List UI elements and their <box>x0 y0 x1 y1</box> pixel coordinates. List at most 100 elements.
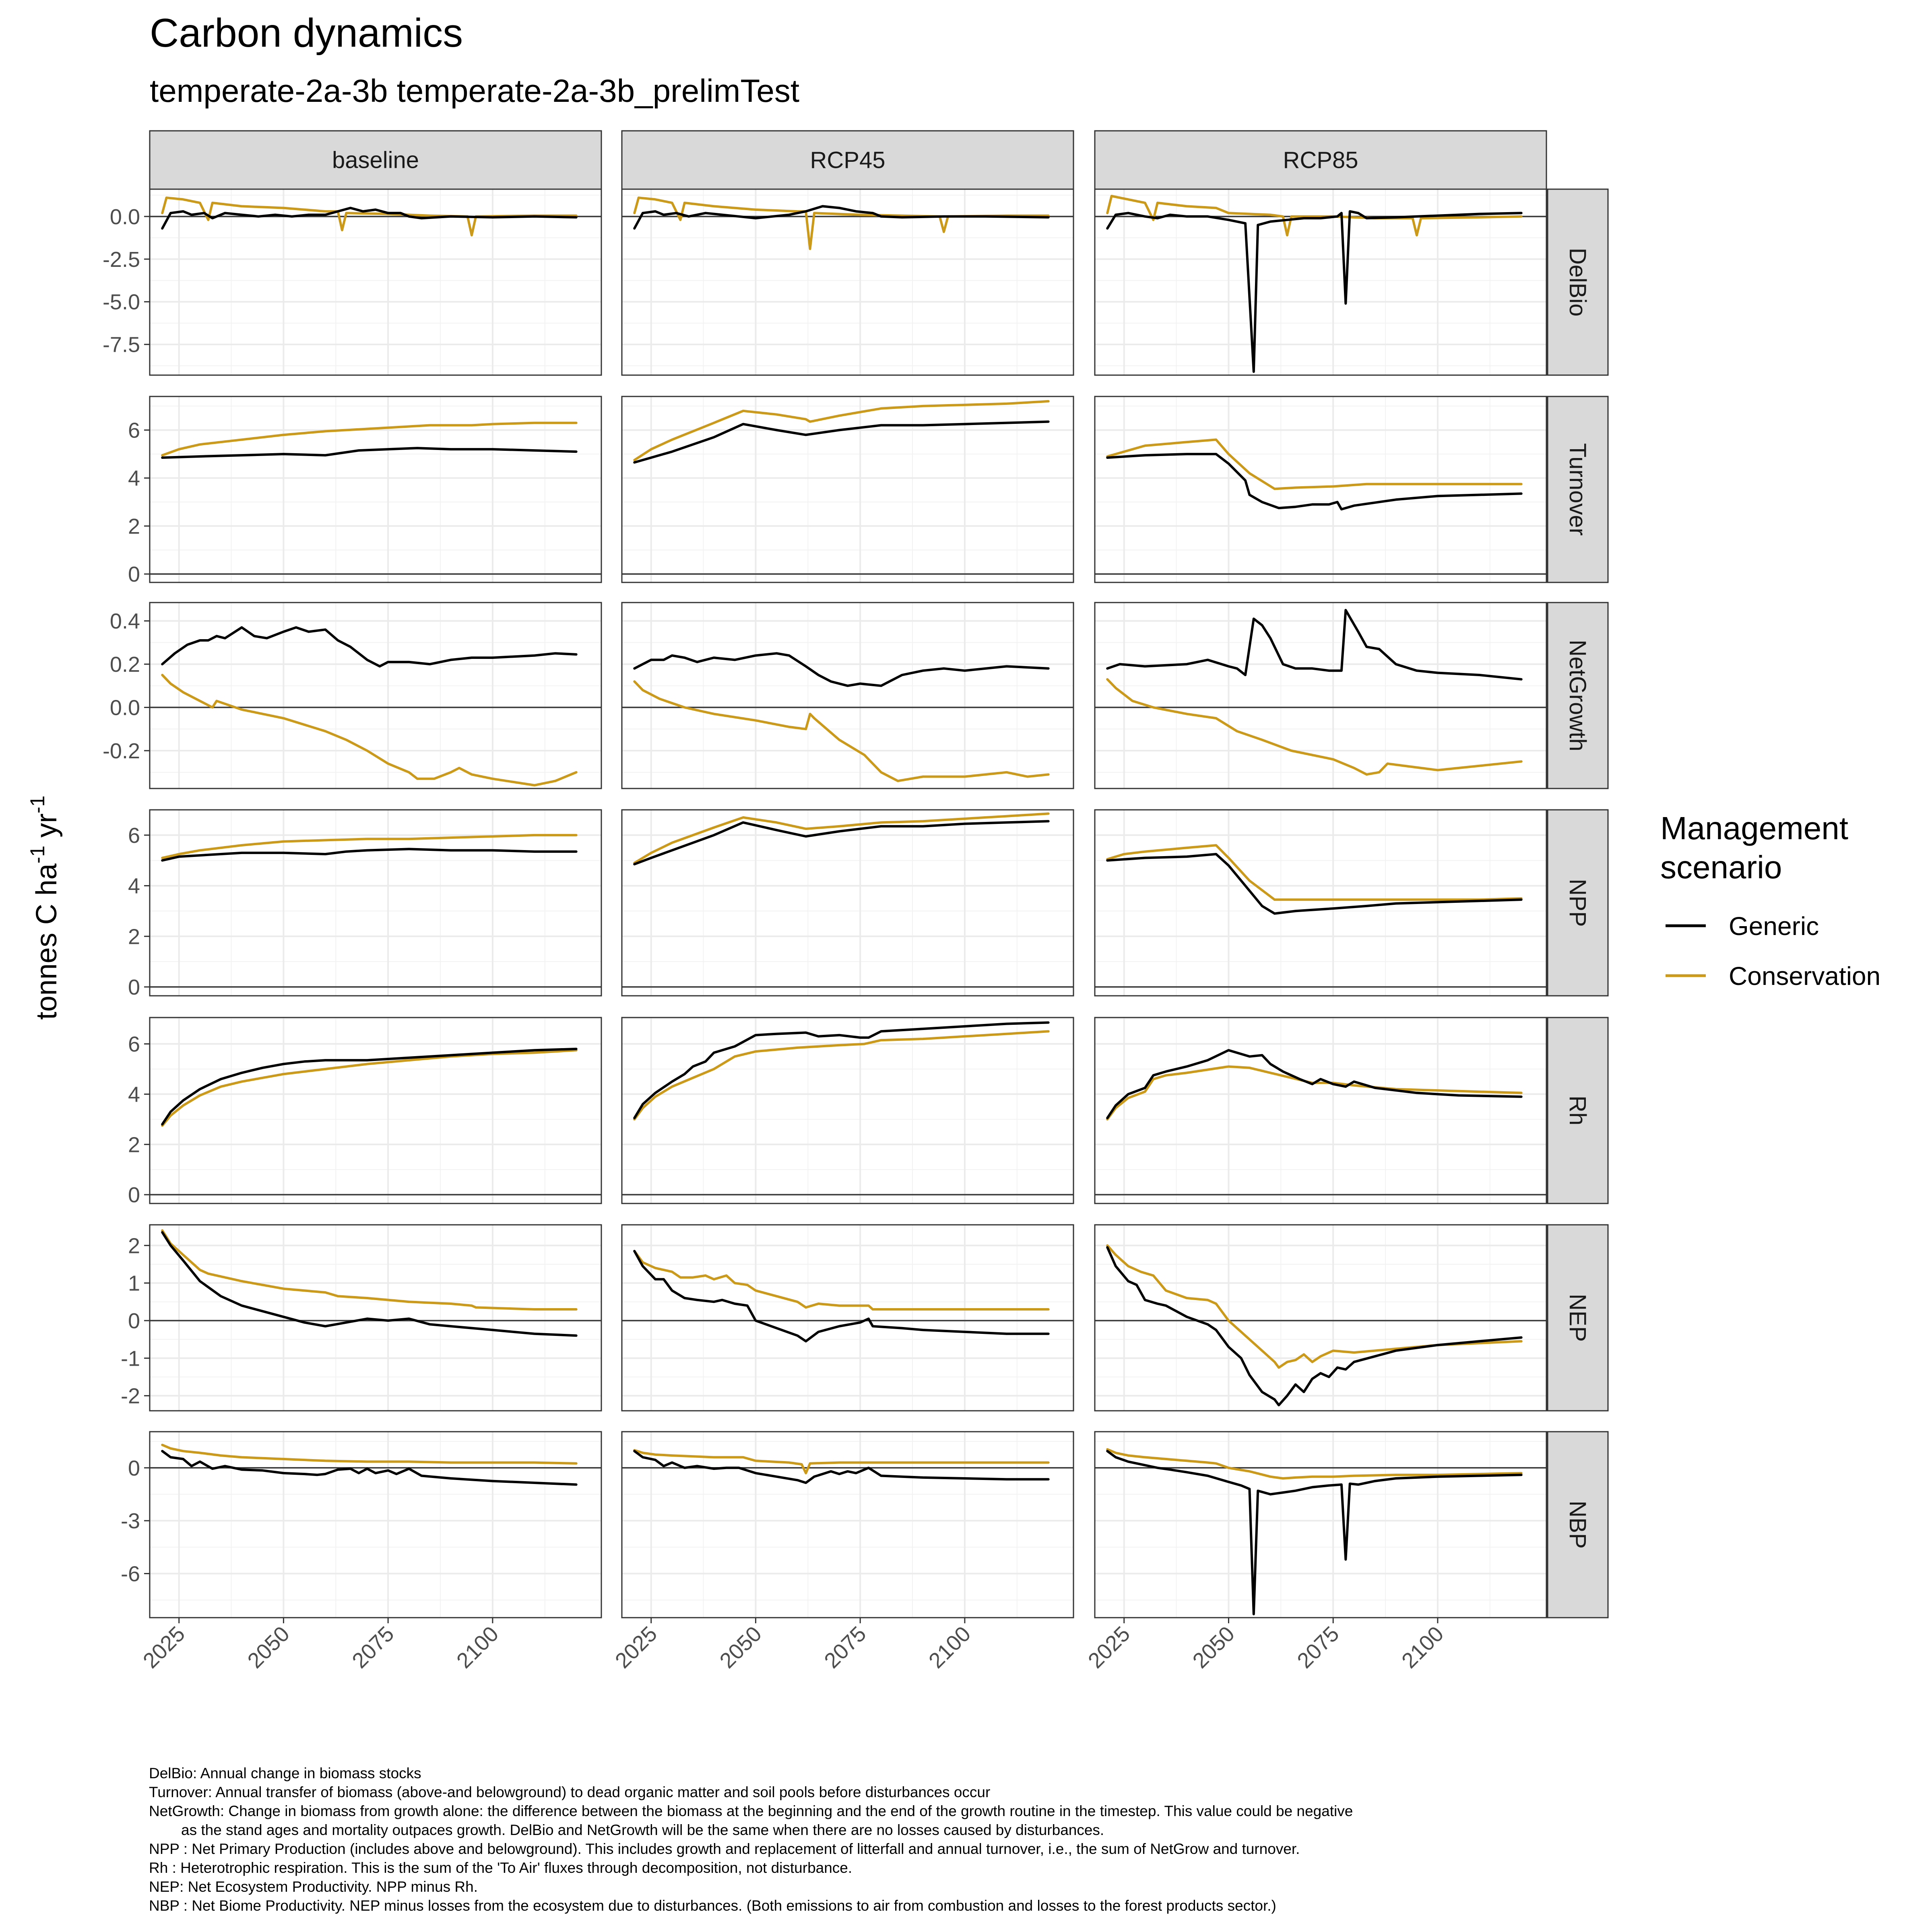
y-tick-label: 2 <box>128 1234 140 1258</box>
caption-nbp: NBP : Net Biome Productivity. NEP minus … <box>149 1897 1276 1914</box>
y-tick-label: -2.5 <box>103 248 140 272</box>
y-tick-label: 2 <box>128 1133 140 1157</box>
facet-strip-rcp45 <box>621 130 1074 190</box>
series-line-conservation <box>1106 844 1523 901</box>
y-tick-label: 0.2 <box>110 652 140 677</box>
panel-background <box>1095 1225 1546 1411</box>
series-line-generic <box>1106 1246 1523 1406</box>
series-line-conservation <box>161 834 578 859</box>
panel-rh-rcp85 <box>1094 1017 1547 1204</box>
panel-border <box>1094 1017 1547 1204</box>
panel-border <box>1094 602 1547 789</box>
y-tick-label: 0.0 <box>110 696 140 720</box>
y-tick-label: 4 <box>128 874 140 898</box>
chart-subtitle: temperate-2a-3b temperate-2a-3b_prelimTe… <box>150 73 799 109</box>
panel-background <box>1095 1432 1546 1618</box>
y-tick-label: 0.4 <box>110 609 140 634</box>
panel-border <box>149 602 602 789</box>
y-tick-label: -5.0 <box>103 290 140 314</box>
row-strip-nep <box>1547 1224 1609 1412</box>
row-label-nbp: NBP <box>1565 1501 1591 1548</box>
series-line-generic <box>1106 853 1523 915</box>
facet-label-rcp85: RCP85 <box>1283 147 1358 173</box>
y-tick-label: 0 <box>128 1183 140 1207</box>
row-label-npp: NPP <box>1565 879 1591 927</box>
caption-npp: NPP : Net Primary Production (includes a… <box>149 1841 1300 1857</box>
row-strip-turnover <box>1547 396 1609 583</box>
y-tick-label: 0.0 <box>110 205 140 229</box>
panel-background <box>1095 396 1546 582</box>
y-tick-label: 6 <box>128 418 140 442</box>
panel-npp-baseline <box>149 809 602 997</box>
y-tick-label: 0 <box>128 1309 140 1333</box>
panel-border <box>1094 809 1547 997</box>
panel-nbp-baseline <box>149 1431 602 1618</box>
y-tick-label: -3 <box>121 1509 140 1533</box>
panel-background <box>622 810 1073 996</box>
panel-netgrowth-rcp85 <box>1094 602 1547 789</box>
panel-border <box>149 1224 602 1412</box>
y-tick-label: 2 <box>128 514 140 539</box>
row-strip-nbp <box>1547 1431 1609 1618</box>
series-line-conservation <box>1106 195 1523 237</box>
facet-label-baseline: baseline <box>332 147 419 173</box>
panel-nep-rcp85 <box>1094 1224 1547 1412</box>
series-line-conservation <box>1106 1448 1523 1480</box>
series-line-conservation <box>161 674 578 786</box>
panel-border <box>149 188 602 376</box>
caption-nep: NEP: Net Ecosystem Productivity. NPP min… <box>149 1878 478 1895</box>
panel-border <box>621 602 1074 789</box>
y-tick-label: 1 <box>128 1271 140 1296</box>
series-line-conservation <box>1106 438 1523 490</box>
series-line-conservation <box>161 1229 578 1311</box>
panel-netgrowth-baseline <box>149 602 602 789</box>
panel-border <box>1094 396 1547 583</box>
series-line-generic <box>633 1450 1050 1484</box>
panel-background <box>1095 1018 1546 1203</box>
panel-border <box>621 1431 1074 1618</box>
series-line-generic <box>1106 453 1523 511</box>
panel-nbp-rcp45 <box>621 1431 1074 1618</box>
row-strip-npp <box>1547 809 1609 997</box>
panel-background <box>150 810 601 996</box>
panel-border <box>621 809 1074 997</box>
legend: Management scenario Generic Conservation <box>1660 810 1880 991</box>
series-line-generic <box>633 420 1050 464</box>
panel-background <box>1095 603 1546 788</box>
panel-npp-rcp45 <box>621 809 1074 997</box>
legend-label-conservation: Conservation <box>1729 962 1880 991</box>
row-label-delbio: DelBio <box>1565 248 1591 317</box>
legend-title-line1: Management <box>1660 810 1848 846</box>
facet-strip-rcp85 <box>1094 130 1547 190</box>
series-line-generic <box>161 1231 578 1337</box>
panel-border <box>149 1431 602 1618</box>
series-line-generic <box>161 1450 578 1486</box>
panel-background <box>150 603 601 788</box>
series-line-conservation <box>633 1250 1050 1311</box>
panel-npp-rcp85 <box>1094 809 1547 997</box>
panel-border <box>621 188 1074 376</box>
panel-nep-baseline <box>149 1224 602 1412</box>
panel-border <box>1094 1431 1547 1618</box>
panel-rh-baseline <box>149 1017 602 1204</box>
chart-title: Carbon dynamics <box>150 10 463 56</box>
facet-strip-baseline <box>149 130 602 190</box>
panel-border <box>149 1017 602 1204</box>
y-tick-label: -2 <box>121 1384 140 1408</box>
row-strip-netgrowth <box>1547 602 1609 789</box>
row-strip-delbio <box>1547 188 1609 376</box>
panel-turnover-rcp45 <box>621 396 1074 583</box>
panel-border <box>149 396 602 583</box>
panel-delbio-baseline <box>149 188 602 376</box>
series-line-generic <box>1106 1049 1523 1119</box>
series-line-generic <box>161 206 578 230</box>
series-line-conservation <box>1106 1244 1523 1369</box>
caption-netgrowth: NetGrowth: Change in biomass from growth… <box>149 1803 1353 1819</box>
caption-delbio: DelBio: Annual change in biomass stocks <box>149 1765 421 1781</box>
panel-background <box>150 1018 601 1203</box>
series-line-conservation <box>1106 1065 1523 1121</box>
series-line-conservation <box>633 1030 1050 1121</box>
series-line-generic <box>161 1048 578 1126</box>
panel-rh-rcp45 <box>621 1017 1074 1204</box>
caption-rh: Rh : Heterotrophic respiration. This is … <box>149 1860 852 1876</box>
